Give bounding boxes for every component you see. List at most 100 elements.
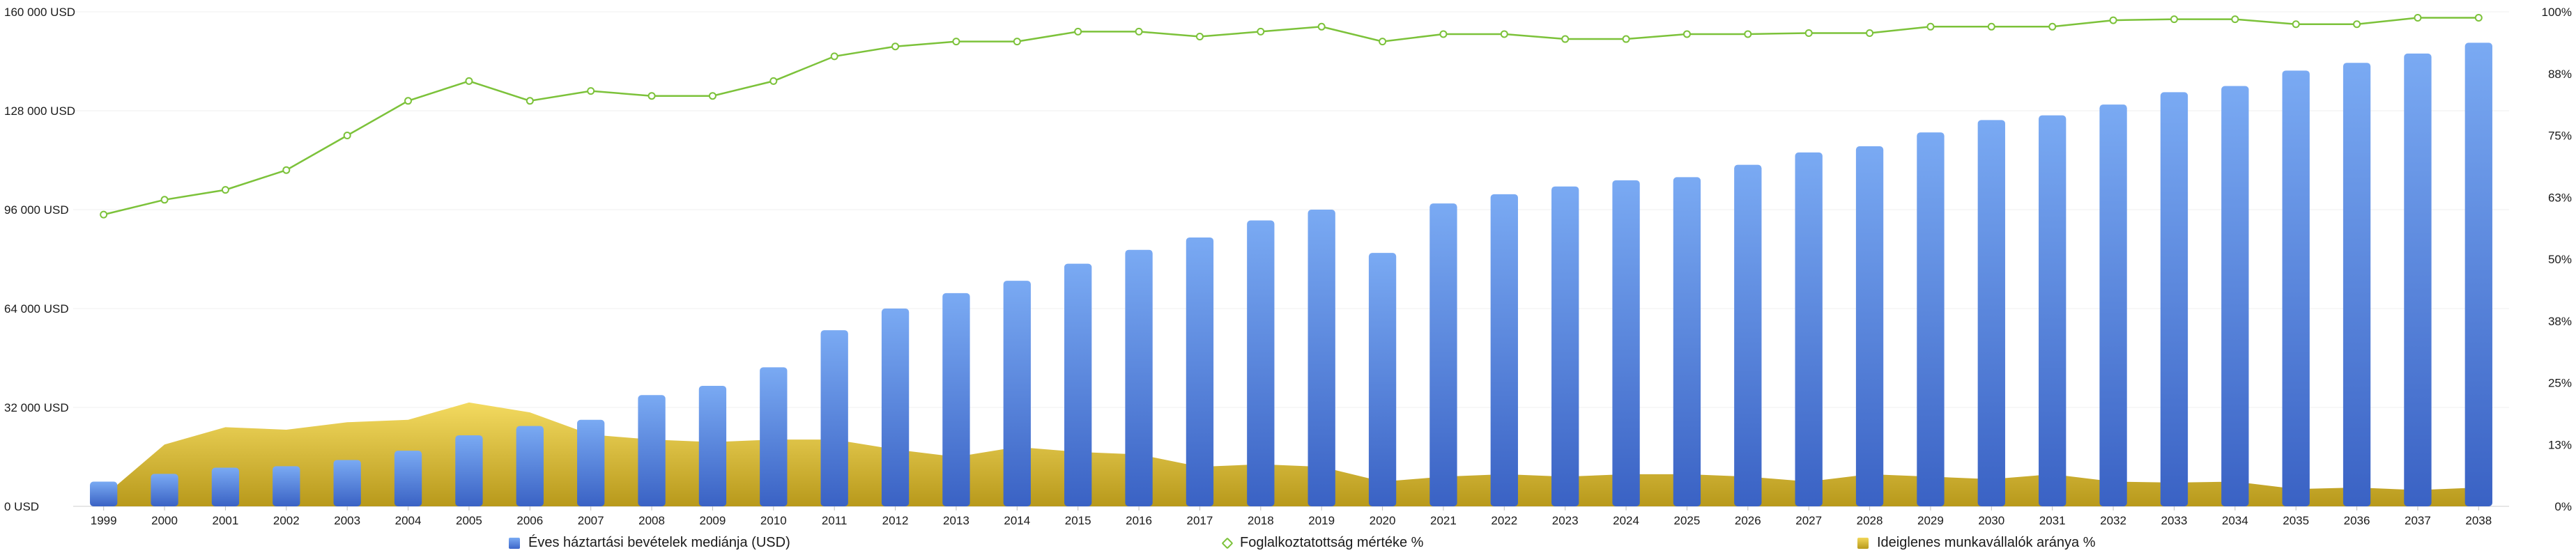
income-bar	[2282, 70, 2310, 506]
income-bar	[1490, 194, 1518, 506]
employment-point	[2231, 15, 2239, 24]
income-bar	[394, 451, 422, 506]
legend-item-income[interactable]: Éves háztartási bevételek mediánja (USD)	[509, 535, 790, 551]
income-bar	[698, 385, 727, 506]
employment-point	[1682, 30, 1691, 38]
employment-point	[343, 132, 351, 139]
employment-point	[160, 196, 169, 204]
x-tick-label: 2016	[1126, 514, 1152, 527]
y-left-tick-label: 96 000 USD	[4, 203, 69, 217]
employment-point	[952, 38, 960, 46]
income-bar	[942, 293, 970, 506]
x-tick-label: 2017	[1187, 514, 1213, 527]
temp-workers-area-series	[103, 402, 2479, 506]
y-right-tick-label: 25%	[2548, 377, 2572, 390]
income-bar	[1612, 180, 1640, 506]
employment-point	[1926, 22, 1935, 31]
y-left-tick-label: 160 000 USD	[4, 6, 75, 19]
employment-point	[1439, 30, 1448, 38]
x-tick-label: 2009	[700, 514, 726, 527]
x-tick-label: 2030	[1978, 514, 2004, 527]
x-tick-label: 2013	[943, 514, 969, 527]
income-bar	[2099, 104, 2127, 506]
x-tick-label: 1999	[91, 514, 117, 527]
employment-point	[1744, 30, 1752, 38]
employment-point	[2292, 20, 2300, 29]
employment-point	[2474, 14, 2483, 22]
income-bar	[151, 474, 178, 506]
income-bar	[2221, 86, 2249, 506]
y-right-tick-label: 13%	[2548, 438, 2572, 451]
y-right-tick-label: 50%	[2548, 253, 2572, 266]
y-right-tick-label: 0%	[2554, 500, 2572, 513]
employment-point	[526, 97, 534, 105]
employment-point	[830, 52, 838, 61]
employment-point	[2048, 22, 2057, 31]
income-bar	[2343, 63, 2371, 506]
income-bar	[1673, 177, 1701, 506]
employment-line	[103, 17, 2479, 216]
employment-point	[1317, 22, 1326, 31]
x-tick-label: 2028	[1857, 514, 1883, 527]
employment-point	[647, 92, 656, 100]
income-bar	[1125, 249, 1153, 506]
employment-point	[1622, 35, 1630, 43]
legend-label-income: Éves háztartási bevételek mediánja (USD)	[528, 535, 790, 550]
employment-point	[1379, 38, 1387, 46]
x-tick-label: 2005	[456, 514, 482, 527]
employment-point	[2170, 15, 2178, 24]
legend-item-temp-workers[interactable]: Ideiglenes munkavállalók aránya %	[1857, 535, 2096, 551]
x-tick-label: 2023	[1552, 514, 1579, 527]
x-tick-label: 2024	[1613, 514, 1639, 527]
legend-item-employment[interactable]: Foglalkoztatottság mértéke %	[1221, 535, 1424, 551]
income-bar	[1977, 120, 2005, 506]
y-right-tick-label: 100%	[2542, 6, 2572, 19]
employment-point	[891, 42, 900, 51]
employment-point	[465, 77, 473, 85]
employment-point	[1561, 35, 1570, 43]
bar-swatch-icon	[509, 537, 520, 549]
employment-point	[1804, 29, 1813, 38]
x-tick-label: 2035	[2283, 514, 2309, 527]
income-bar	[2160, 92, 2188, 506]
employment-point	[587, 87, 595, 95]
legend-label-employment: Foglalkoztatottság mértéke %	[1240, 535, 1424, 550]
income-bar-series	[90, 42, 2492, 506]
y-right-tick-label: 75%	[2548, 130, 2572, 143]
y-left-tick-label: 32 000 USD	[4, 401, 69, 414]
income-bar	[881, 309, 910, 506]
x-tick-label: 2012	[882, 514, 909, 527]
employment-line-series	[100, 14, 2483, 219]
income-bar	[1855, 146, 1884, 506]
area-swatch-icon	[1857, 537, 1869, 549]
income-bar	[1247, 220, 1275, 506]
income-bar	[2404, 53, 2432, 506]
employment-point	[1987, 22, 1995, 31]
employment-point	[708, 92, 716, 100]
x-tick-label: 2022	[1491, 514, 1517, 527]
income-bar	[333, 460, 361, 506]
x-tick-label: 2038	[2465, 514, 2492, 527]
x-tick-label: 2032	[2100, 514, 2126, 527]
y-left-tick-label: 128 000 USD	[4, 104, 75, 118]
x-tick-label: 2018	[1248, 514, 1274, 527]
income-bar	[1064, 263, 1092, 506]
x-tick-label: 2019	[1308, 514, 1335, 527]
employment-point	[1135, 27, 1143, 36]
employment-point	[2353, 20, 2361, 29]
x-tick-label: 2010	[760, 514, 787, 527]
y-left-tick-label: 64 000 USD	[4, 302, 69, 316]
employment-point	[1074, 27, 1082, 36]
x-tick-label: 2006	[516, 514, 543, 527]
income-bar	[2464, 42, 2492, 506]
x-tick-label: 2020	[1370, 514, 1396, 527]
income-bar	[90, 481, 118, 506]
legend-label-temp-workers: Ideiglenes munkavállalók aránya %	[1877, 535, 2096, 550]
income-bar	[638, 395, 666, 506]
income-bar	[760, 367, 788, 506]
x-tick-label: 2025	[1674, 514, 1701, 527]
y-left-tick-label: 0 USD	[4, 500, 39, 513]
income-bar	[455, 435, 483, 506]
x-tick-label: 2027	[1795, 514, 1822, 527]
